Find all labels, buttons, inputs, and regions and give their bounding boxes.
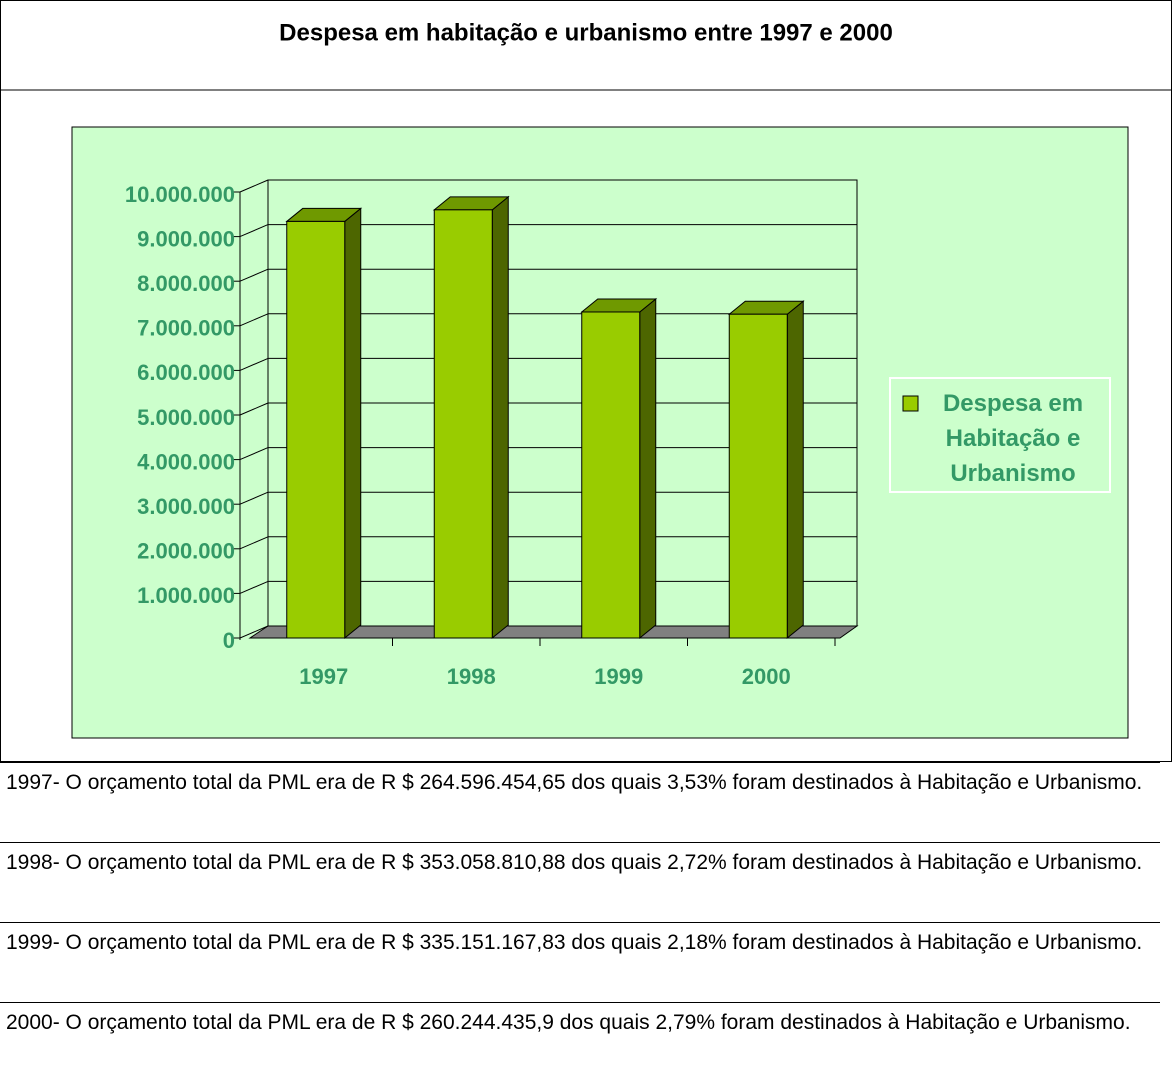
legend-label: Despesa em Habitação e Urbanismo: [942, 390, 1084, 487]
y-tick-label: 2.000.000: [137, 539, 235, 564]
y-tick-label: 10.000.000: [125, 182, 235, 207]
y-tick-label: 1.000.000: [137, 583, 235, 608]
bar: [433, 209, 493, 639]
grid-side: [239, 268, 269, 282]
grid-side: [239, 357, 269, 371]
y-tick-label: 9.000.000: [137, 226, 235, 251]
bar-side: [344, 207, 362, 640]
bar: [286, 220, 346, 639]
grid-side: [239, 580, 269, 594]
bar: [728, 313, 788, 639]
grid-side: [239, 491, 269, 505]
x-tick-label: 1999: [594, 664, 643, 689]
chart: Despesa em habitação e urbanismo entre 1…: [0, 0, 1172, 762]
x-tick-label: 2000: [742, 664, 791, 689]
bar-side: [639, 297, 657, 640]
y-tick-label: 6.000.000: [137, 360, 235, 385]
y-tick-label: 4.000.000: [137, 449, 235, 474]
legend-swatch: [902, 395, 919, 412]
grid-side: [239, 402, 269, 416]
bar: [581, 311, 641, 639]
x-tick-label: 1997: [299, 664, 348, 689]
note: 1998- O orçamento total da PML era de R …: [0, 842, 1160, 878]
x-tick-label: 1998: [447, 664, 496, 689]
grid-side: [239, 447, 269, 461]
grid-side: [239, 625, 269, 639]
y-tick-label: 8.000.000: [137, 271, 235, 296]
grid-side: [239, 536, 269, 550]
y-tick-label: 3.000.000: [137, 494, 235, 519]
legend-box: [889, 377, 1111, 493]
grid-side: [239, 179, 269, 193]
grid-side: [239, 313, 269, 327]
grid-side: [239, 224, 269, 238]
note: 2000- O orçamento total da PML era de R …: [0, 1002, 1160, 1038]
note: 1997- O orçamento total da PML era de R …: [0, 762, 1160, 798]
y-tick-label: 7.000.000: [137, 316, 235, 341]
bar-side: [491, 195, 509, 640]
note: 1999- O orçamento total da PML era de R …: [0, 922, 1160, 958]
y-tick-label: 5.000.000: [137, 405, 235, 430]
legend-wrap: Despesa em Habitação e Urbanismo: [942, 390, 1084, 487]
y-tick-label: 0: [223, 628, 235, 653]
chart-title: Despesa em habitação e urbanismo entre 1…: [279, 19, 893, 46]
bar-side: [786, 300, 804, 640]
